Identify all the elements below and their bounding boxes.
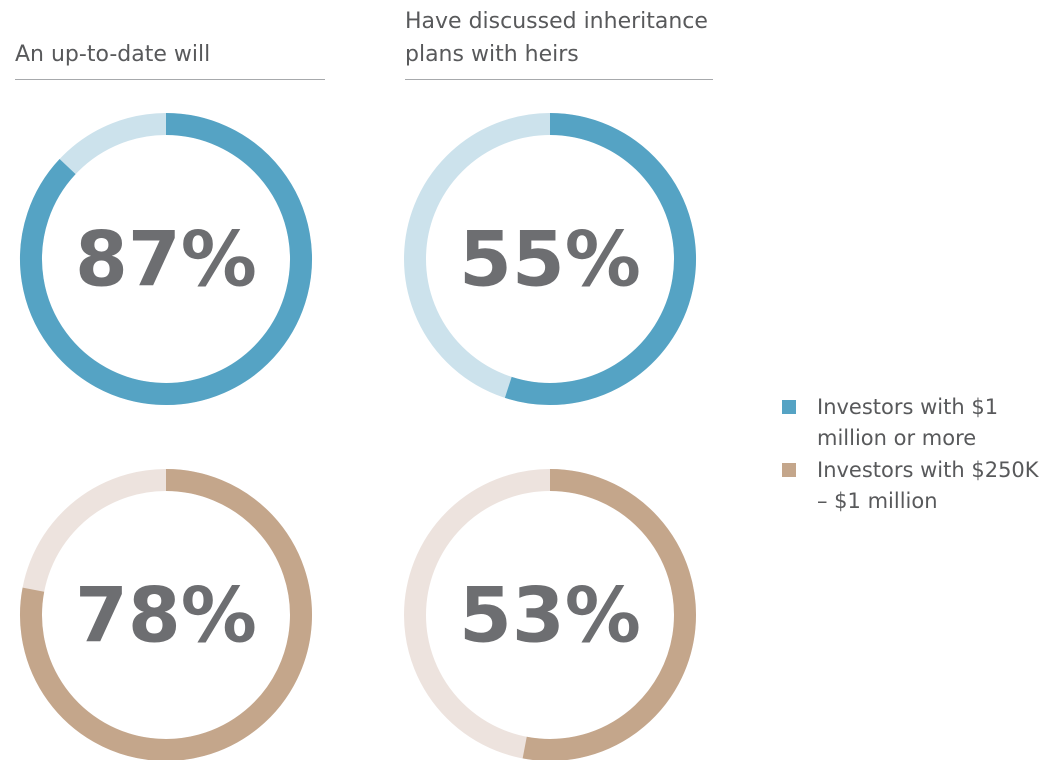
donut-value-label: 53% [459, 571, 641, 660]
legend-label: Investors with $250K – $1 million [817, 458, 1039, 513]
donut-title: An up-to-date will [15, 10, 325, 80]
legend-item: Investors with $1 million or more [782, 392, 1043, 454]
donut-arc [20, 469, 312, 760]
donut-value-label: 55% [459, 215, 641, 304]
donut-arc [522, 469, 696, 760]
legend-label: Investors with $1 million or more [817, 395, 999, 450]
legend-item: Investors with $250K – $1 million [782, 455, 1043, 517]
donut-arc [504, 113, 696, 405]
donut-title: Have discussed inheritance plans with he… [405, 9, 713, 80]
donut-value-label: 87% [75, 215, 257, 304]
donut-value-label: 78% [75, 571, 257, 660]
donut-arc [20, 113, 312, 405]
legend-swatch [782, 463, 796, 477]
legend-swatch [782, 400, 796, 414]
